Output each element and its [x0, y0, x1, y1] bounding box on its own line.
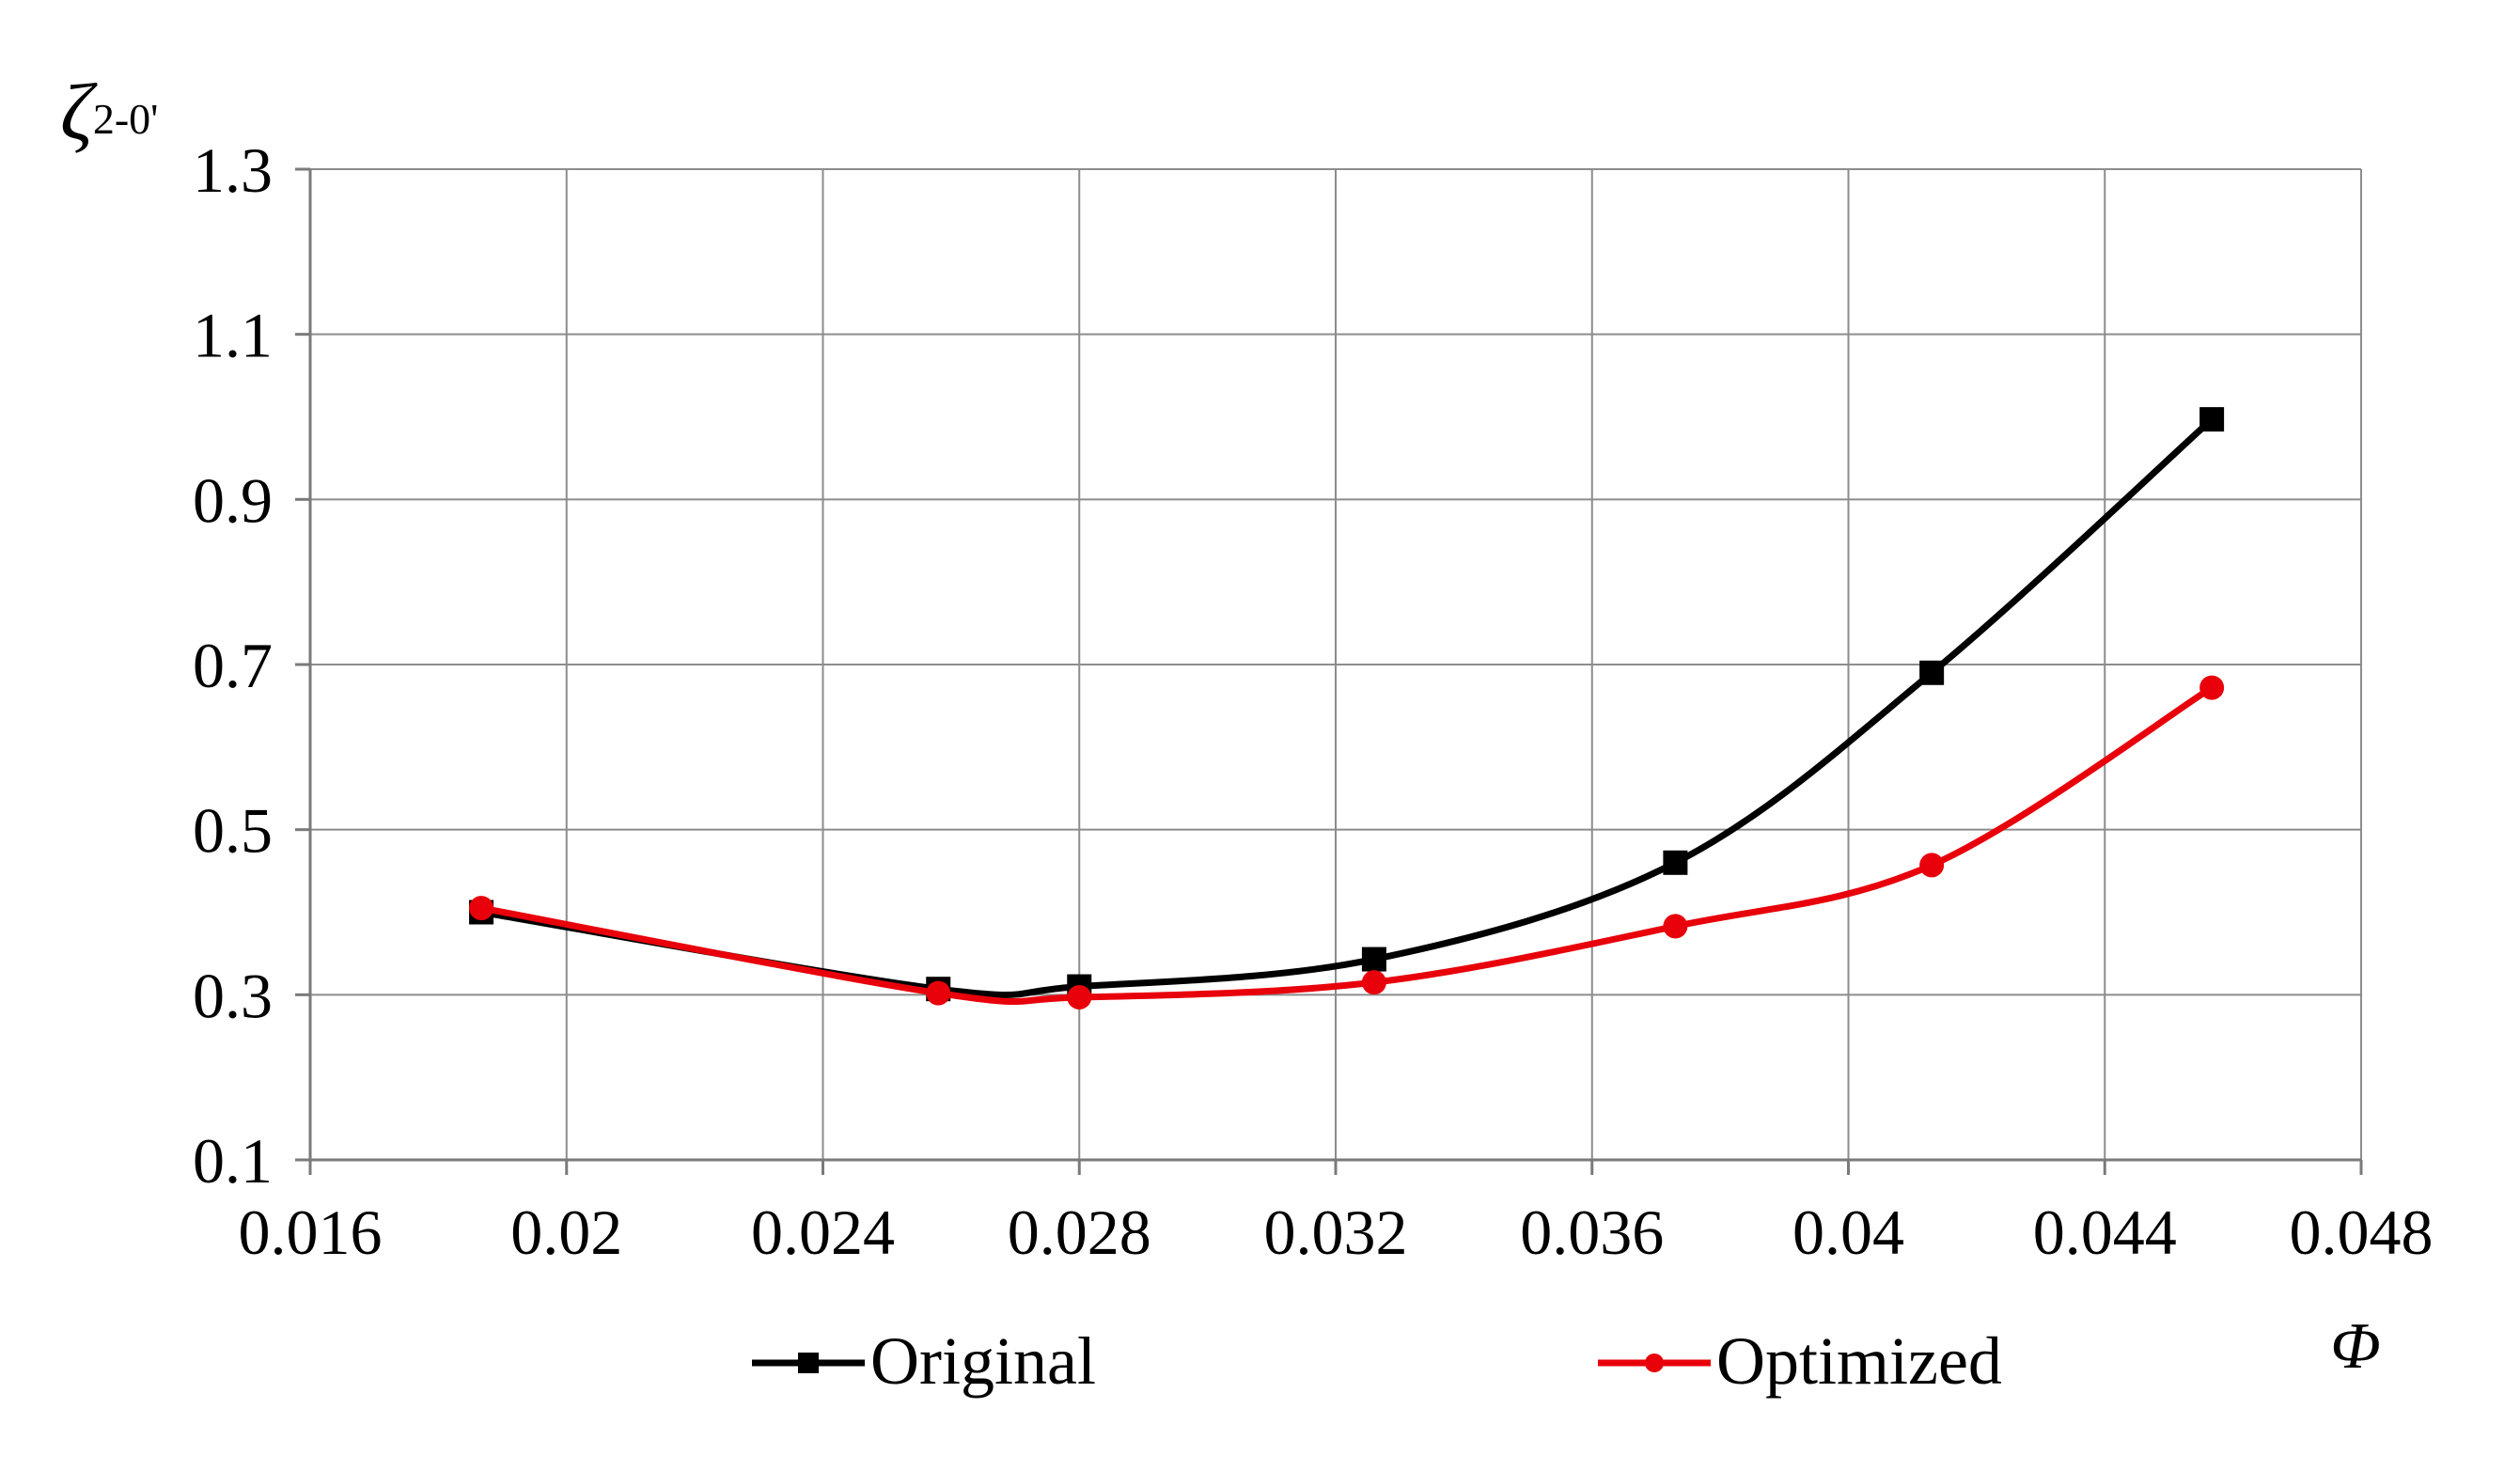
x-tick-label: 0.028 — [1008, 1197, 1151, 1268]
y-tick-label: 1.3 — [193, 134, 273, 206]
tick-labels: 0.1 0.3 0.5 0.7 0.9 1.1 1.3 0.016 0.02 0.024 0.028… — [193, 134, 2434, 1268]
data-point-optimized — [1067, 984, 1092, 1009]
data-point-original — [1919, 660, 1945, 685]
y-tick-label: 0.5 — [193, 795, 273, 867]
data-point-optimized — [2199, 675, 2225, 700]
data-point-original — [1361, 947, 1386, 972]
x-tick-label: 0.048 — [2290, 1197, 2434, 1268]
data-point-optimized — [469, 896, 494, 921]
y-tick-label: 0.9 — [193, 464, 273, 536]
x-axis-title: Φ — [2330, 1310, 2380, 1383]
grid-lines — [309, 168, 2362, 1161]
series-line-original — [477, 415, 2215, 999]
data-point-original — [2199, 407, 2225, 432]
y-tick-label: 1.1 — [193, 300, 273, 371]
y-tick-label: 0.7 — [193, 630, 273, 701]
data-point-optimized — [1361, 970, 1386, 995]
y-axis-title: ζ2-0' — [60, 67, 158, 157]
x-tick-label: 0.02 — [510, 1197, 622, 1268]
y-tick-label: 0.3 — [193, 960, 273, 1031]
y-tick-label: 0.1 — [193, 1125, 273, 1197]
x-tick-label: 0.024 — [751, 1197, 895, 1268]
data-point-optimized — [926, 980, 951, 1006]
legend-marker — [798, 1353, 819, 1373]
data-point-optimized — [1919, 853, 1945, 878]
series-lines — [469, 407, 2225, 1009]
data-point-optimized — [1663, 914, 1688, 939]
legend-label: Optimized — [1716, 1323, 2002, 1399]
x-tick-label: 0.04 — [1792, 1197, 1904, 1268]
legend: Original Optimized — [752, 1323, 2002, 1399]
y-axis-title-symbol: ζ — [60, 67, 98, 157]
legend-marker — [1645, 1354, 1664, 1372]
axes — [295, 167, 2363, 1175]
legend-item-original: Original — [752, 1323, 1096, 1399]
series-original — [469, 407, 2225, 1002]
y-axis-title-subscript: 2-0' — [93, 95, 159, 143]
legend-label: Original — [870, 1323, 1096, 1399]
x-tick-label: 0.044 — [2033, 1197, 2177, 1268]
x-tick-label: 0.032 — [1264, 1197, 1408, 1268]
legend-item-optimized: Optimized — [1598, 1323, 2002, 1399]
x-tick-label: 0.016 — [239, 1197, 383, 1268]
x-tick-label: 0.036 — [1520, 1197, 1664, 1268]
series-optimized — [469, 675, 2225, 1009]
data-point-original — [1663, 850, 1688, 875]
